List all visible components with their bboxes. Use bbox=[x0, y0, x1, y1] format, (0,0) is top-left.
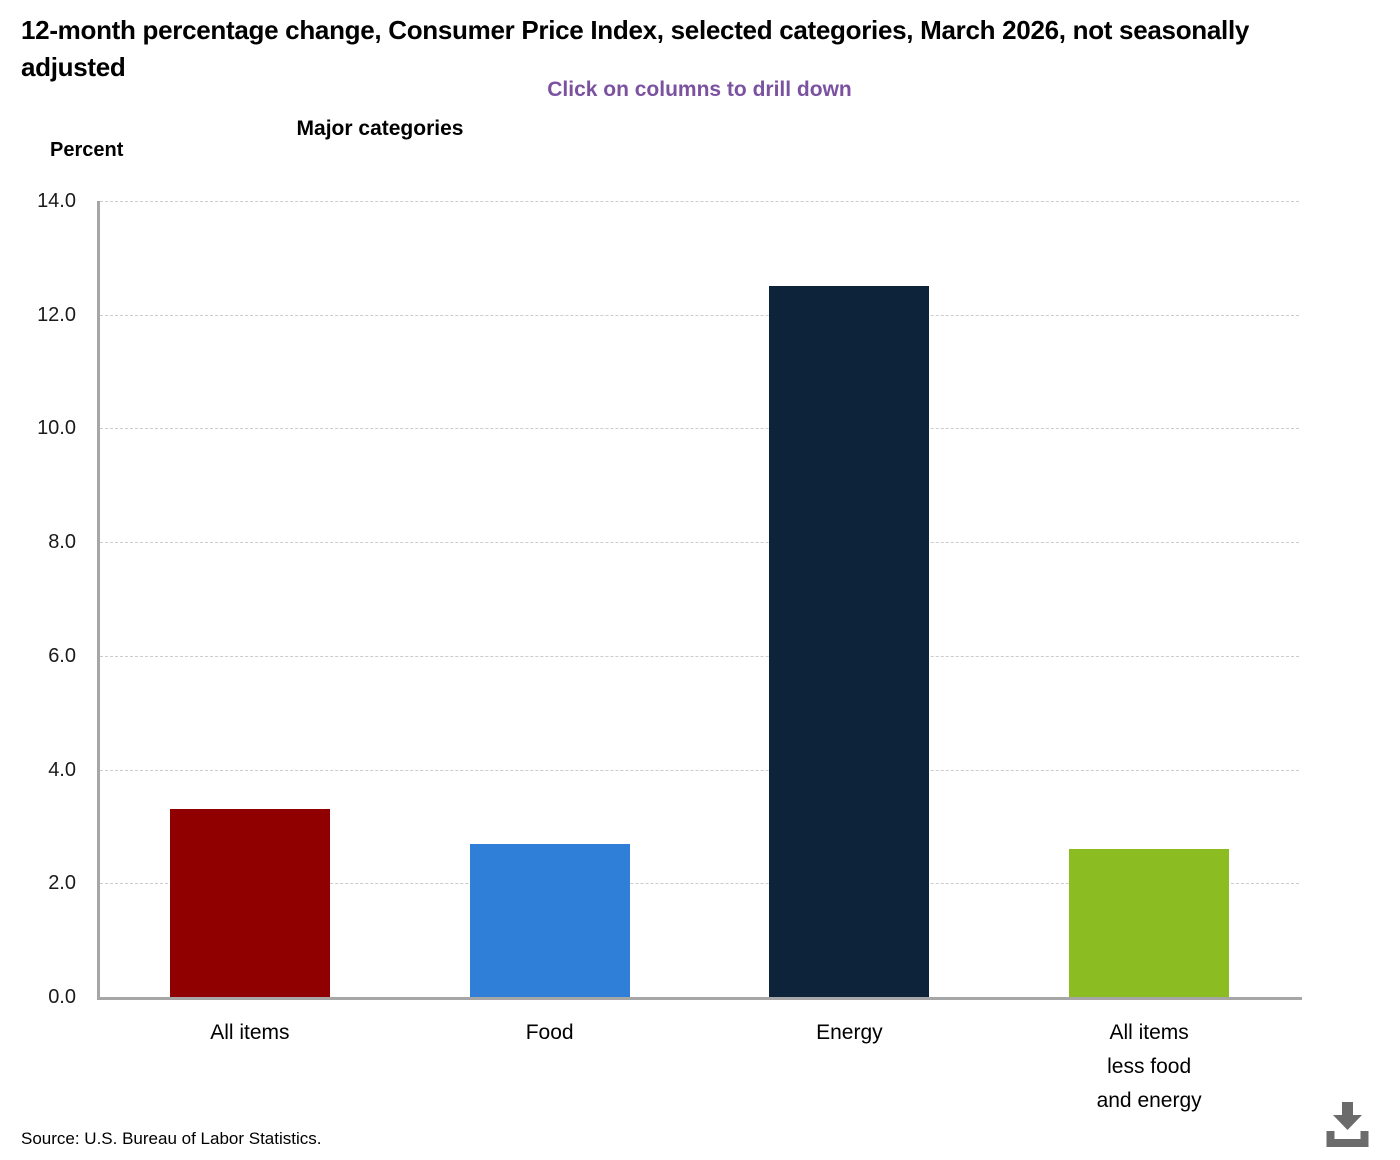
chart-title: 12-month percentage change, Consumer Pri… bbox=[21, 15, 1250, 82]
gridline-10.0 bbox=[100, 428, 1299, 430]
bar-energy[interactable] bbox=[769, 286, 930, 997]
y-tick-label-6.0: 6.0 bbox=[48, 644, 76, 667]
x-category-label: All items less food and energy bbox=[1096, 1021, 1202, 1112]
y-axis-line bbox=[97, 201, 100, 1000]
y-tick-label-4.0: 4.0 bbox=[48, 758, 76, 781]
x-axis-line bbox=[97, 997, 1302, 1000]
gridline-8.0 bbox=[100, 542, 1299, 544]
gridline-14.0 bbox=[100, 201, 1299, 202]
y-tick-label-10.0: 10.0 bbox=[37, 417, 76, 440]
gridline-12.0 bbox=[100, 314, 1299, 316]
plot-area bbox=[97, 201, 1302, 1000]
gridline-6.0 bbox=[100, 655, 1299, 657]
source-text: Source: U.S. Bureau of Labor Statistics. bbox=[21, 1129, 322, 1148]
y-tick-label-8.0: 8.0 bbox=[48, 531, 76, 554]
x-category-label: Energy bbox=[816, 1021, 883, 1044]
y-tick-label-2.0: 2.0 bbox=[48, 872, 76, 895]
bar-all-items[interactable] bbox=[1069, 849, 1230, 997]
gridline-2.0 bbox=[100, 883, 1299, 885]
y-axis-title: Percent bbox=[50, 139, 124, 161]
bar-food[interactable] bbox=[469, 843, 630, 997]
bar-all-items[interactable] bbox=[169, 809, 330, 997]
y-tick-label-12.0: 12.0 bbox=[37, 303, 76, 326]
x-category-label: All items bbox=[210, 1021, 290, 1044]
gridline-4.0 bbox=[100, 769, 1299, 771]
x-axis-title: Major categories bbox=[296, 117, 464, 140]
export-button[interactable] bbox=[1322, 1096, 1374, 1152]
y-tick-label-0.0: 0.0 bbox=[48, 986, 76, 1008]
x-category-label: Food bbox=[525, 1021, 574, 1044]
y-tick-label-14.0: 14.0 bbox=[37, 190, 76, 212]
download-icon bbox=[1326, 1102, 1369, 1147]
drilldown-hint: Click on columns to drill down bbox=[547, 78, 852, 101]
